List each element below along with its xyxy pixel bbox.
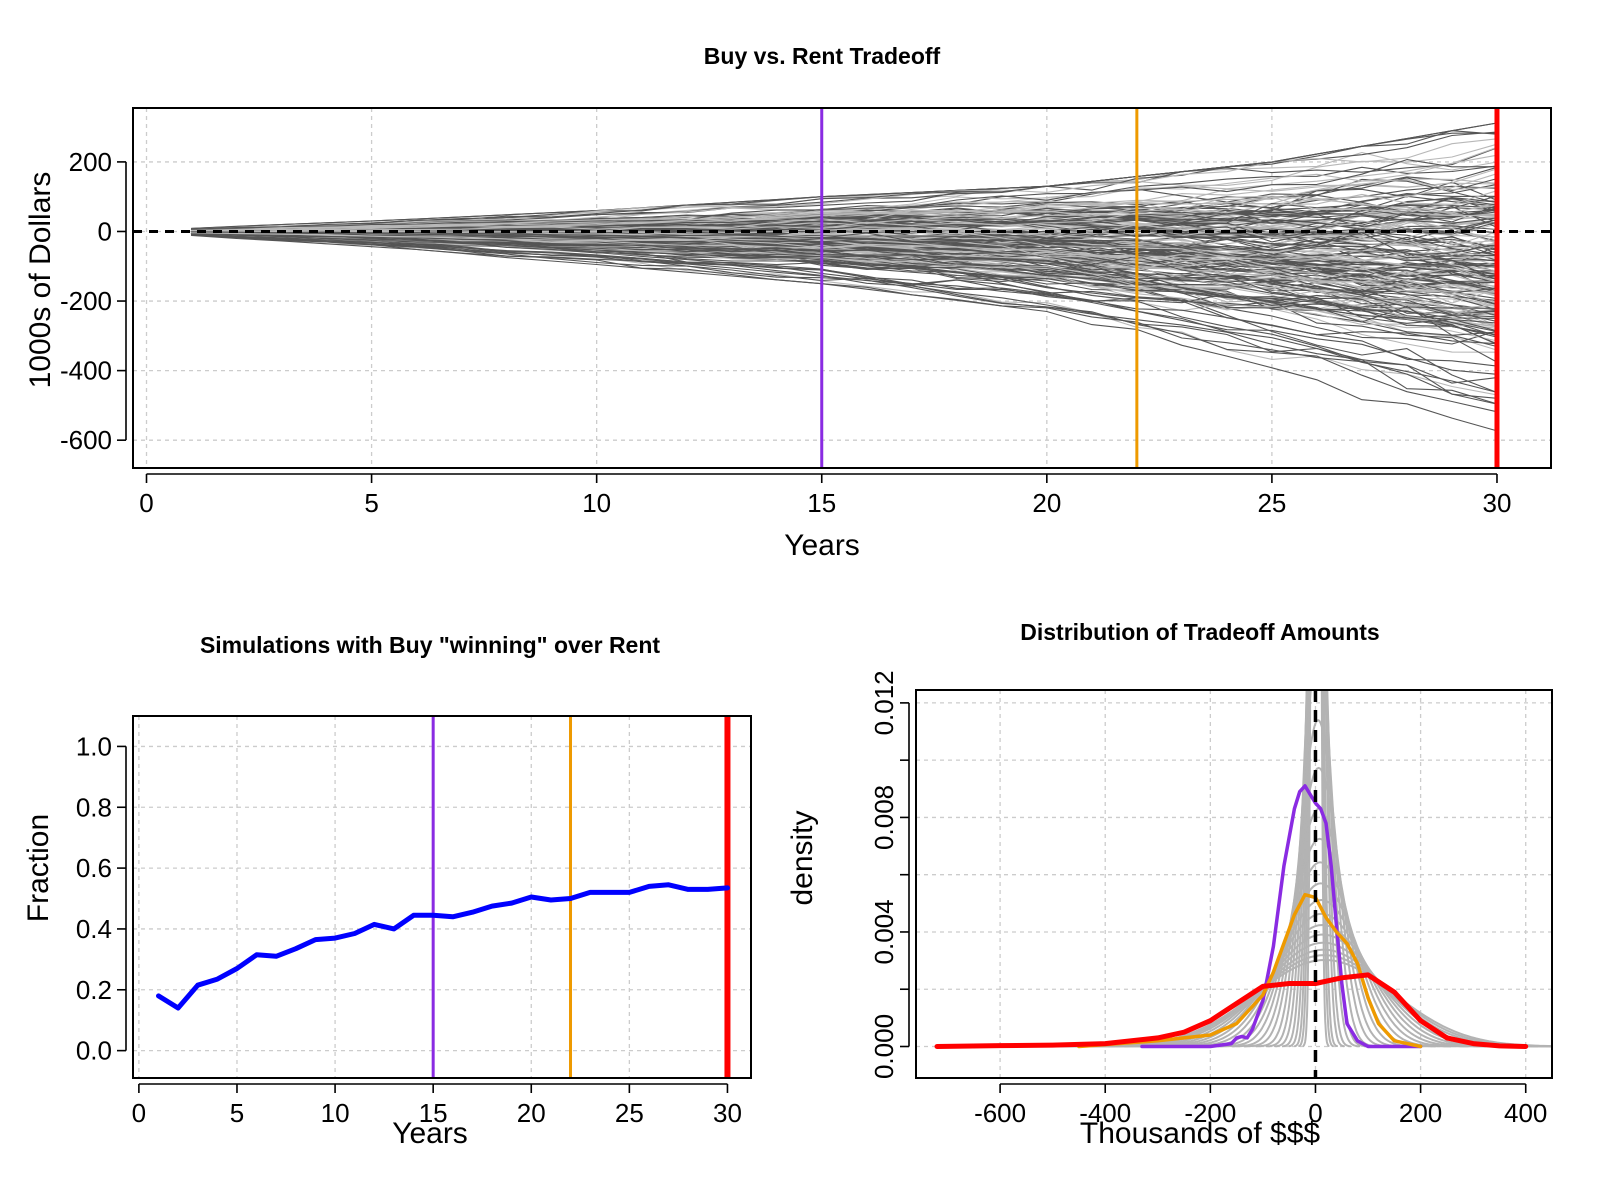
gray-density-curve-16 bbox=[1123, 924, 1521, 1048]
tradeoff-ylabel: 1000s of Dollars bbox=[24, 172, 57, 389]
year-22-density bbox=[1077, 892, 1423, 1049]
y-tick-label-5: 1.0 bbox=[76, 731, 112, 761]
fraction-xlabel: Years bbox=[392, 1117, 468, 1150]
plot-frame bbox=[132, 107, 1552, 469]
gray-density-curve-18 bbox=[1091, 941, 1552, 1048]
simulation-line-188 bbox=[190, 232, 1498, 332]
simulation-line-165 bbox=[190, 195, 1498, 231]
y-tick-label-1: 0 bbox=[98, 216, 112, 246]
simulation-line-179 bbox=[190, 196, 1498, 232]
x-tick-label-3: 15 bbox=[807, 488, 836, 518]
gray-density-curve-5 bbox=[1274, 690, 1361, 1048]
simulation-line-185 bbox=[190, 232, 1498, 309]
simulation-line-134 bbox=[190, 234, 1498, 405]
density-title: Distribution of Tradeoff Amounts bbox=[1020, 619, 1379, 645]
gray-density-curve-2 bbox=[1294, 690, 1338, 1048]
x-tick-label-3: 0 bbox=[1308, 1098, 1322, 1128]
x-tick-label-4: 200 bbox=[1399, 1098, 1442, 1128]
y-tick-label-2: 0.004 bbox=[869, 899, 899, 964]
x-tick-label-4: 20 bbox=[1032, 488, 1061, 518]
y-tick-label-1: 0.2 bbox=[76, 975, 112, 1005]
simulation-line-176 bbox=[190, 198, 1498, 232]
simulation-line-198 bbox=[190, 232, 1498, 296]
buy-win-fraction-line bbox=[156, 882, 730, 1011]
x-tick-label-0: 0 bbox=[132, 1098, 146, 1128]
simulation-line-184 bbox=[190, 231, 1498, 272]
density-ylabel: density bbox=[786, 810, 819, 905]
x-tick-label-6: 30 bbox=[1483, 488, 1512, 518]
simulation-line-180 bbox=[190, 159, 1498, 231]
y-tick-label-0: 0.0 bbox=[76, 1036, 112, 1066]
fraction-plot: 0 5 10 15 20 25 30 0.0 0.2 0.4 0.6 0.8 1.0 bbox=[76, 715, 752, 1128]
y-tick-label-4: 0.8 bbox=[76, 792, 112, 822]
y-tick-label-2: 0.4 bbox=[76, 914, 112, 944]
gray-density-curve-15 bbox=[1140, 912, 1504, 1048]
y-tick-label-3: -400 bbox=[60, 356, 112, 386]
y-tick-label-0: 0.000 bbox=[869, 1014, 899, 1079]
x-tick-label-0: 0 bbox=[139, 488, 153, 518]
x-tick-label-1: -400 bbox=[1079, 1098, 1131, 1128]
gray-density-curve-0 bbox=[1302, 690, 1330, 1047]
x-tick-label-5: 400 bbox=[1504, 1098, 1547, 1128]
x-tick-label-6: 30 bbox=[713, 1098, 742, 1128]
year-15-density bbox=[1140, 784, 1423, 1049]
y-tick-label-2: -200 bbox=[60, 286, 112, 316]
fraction-ylabel: Fraction bbox=[22, 814, 55, 922]
tradeoff-plot: 0 5 10 15 20 25 30 200 0 -200 -400 -600 bbox=[60, 107, 1552, 518]
tradeoff-xlabel: Years bbox=[784, 529, 860, 562]
gray-density-curves bbox=[934, 690, 1552, 1049]
plot-frame bbox=[915, 689, 1553, 1079]
simulation-line-155 bbox=[190, 132, 1498, 230]
gray-density-curve-1 bbox=[1298, 690, 1334, 1047]
y-tick-label-4: 0.008 bbox=[869, 785, 899, 850]
simulation-line-196 bbox=[190, 233, 1498, 333]
x-tick-label-5: 25 bbox=[1257, 488, 1286, 518]
simulation-line-171 bbox=[190, 232, 1498, 338]
x-tick-label-2: -200 bbox=[1184, 1098, 1236, 1128]
gray-density-curve-3 bbox=[1288, 690, 1345, 1048]
x-tick-label-2: 10 bbox=[582, 488, 611, 518]
fraction-title: Simulations with Buy "winning" over Rent bbox=[200, 632, 660, 658]
simulation-line-190 bbox=[190, 233, 1498, 393]
x-tick-label-5: 25 bbox=[615, 1098, 644, 1128]
y-tick-label-4: -600 bbox=[60, 425, 112, 455]
simulation-line-195 bbox=[190, 190, 1498, 232]
simulation-line-197 bbox=[190, 179, 1498, 231]
tradeoff-title: Buy vs. Rent Tradeoff bbox=[704, 43, 941, 69]
y-tick-label-3: 0.6 bbox=[76, 853, 112, 883]
x-tick-label-0: -600 bbox=[974, 1098, 1026, 1128]
simulation-line-189 bbox=[190, 231, 1498, 256]
gray-density-curve-4 bbox=[1281, 690, 1352, 1048]
density-xlabel: Thousands of $$$ bbox=[1080, 1117, 1320, 1150]
x-tick-label-3: 15 bbox=[419, 1098, 448, 1128]
plot-frame bbox=[132, 715, 752, 1079]
density-plot: -600 -400 -200 0 200 400 0.000 0.004 0.008 0.012 bbox=[869, 670, 1553, 1128]
simulation-line-68 bbox=[190, 233, 1498, 345]
gray-density-curve-14 bbox=[1156, 899, 1487, 1048]
year-30-density bbox=[934, 972, 1529, 1049]
gray-density-curve-8 bbox=[1243, 719, 1393, 1048]
gray-density-curve-13 bbox=[1172, 882, 1469, 1048]
y-tick-label-0: 200 bbox=[69, 147, 112, 177]
x-tick-label-1: 5 bbox=[364, 488, 378, 518]
simulation-line-18 bbox=[190, 234, 1498, 396]
x-tick-label-2: 10 bbox=[321, 1098, 350, 1128]
x-tick-label-1: 5 bbox=[230, 1098, 244, 1128]
gray-density-curve-21 bbox=[1046, 959, 1552, 1048]
simulation-line-87 bbox=[190, 234, 1498, 432]
gray-density-curve-7 bbox=[1255, 690, 1380, 1048]
x-tick-label-4: 20 bbox=[517, 1098, 546, 1128]
y-tick-label-6: 0.012 bbox=[869, 670, 899, 735]
simulation-lines bbox=[190, 122, 1498, 432]
gray-density-curve-9 bbox=[1231, 766, 1406, 1048]
